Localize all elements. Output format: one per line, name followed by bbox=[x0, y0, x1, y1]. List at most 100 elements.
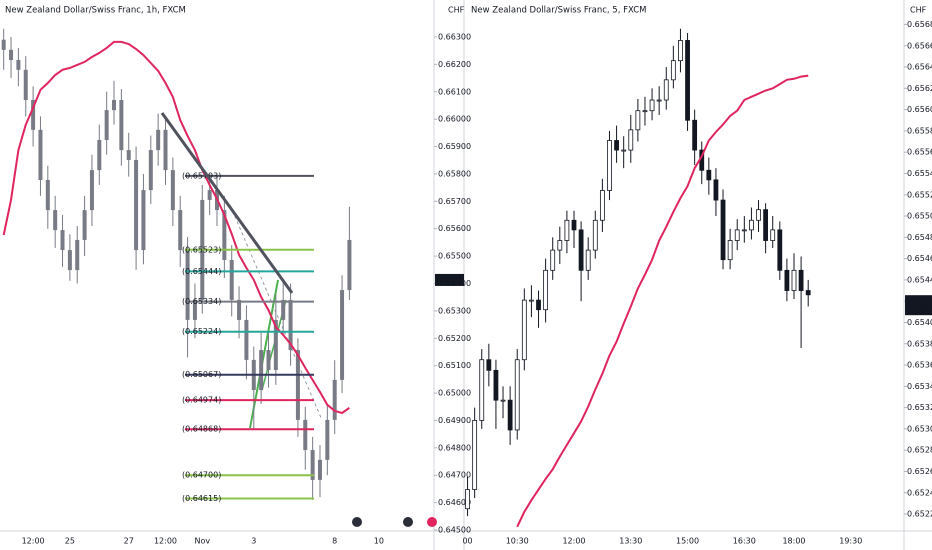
candle-body bbox=[557, 240, 563, 251]
candle-body bbox=[75, 239, 80, 271]
candle-body bbox=[777, 229, 783, 271]
fib-label: (0.65334) bbox=[182, 297, 221, 306]
fib-label: (0.65523) bbox=[182, 245, 221, 254]
candle-body bbox=[543, 269, 549, 311]
x-tick-label: 27 bbox=[124, 537, 134, 546]
y-tick-label: 0.65260 bbox=[907, 467, 932, 476]
candle-body bbox=[720, 199, 726, 261]
candle-body bbox=[529, 299, 534, 302]
candle-body bbox=[685, 40, 690, 121]
x-tick-label: 10:30 bbox=[506, 537, 529, 546]
price-tag-timer: 01:39 bbox=[907, 306, 930, 315]
x-tick-label: 13:30 bbox=[619, 537, 642, 546]
candle-body bbox=[642, 110, 648, 113]
y-tick-label: 0.65460 bbox=[907, 254, 932, 263]
candle-body bbox=[266, 350, 271, 371]
candle-body bbox=[38, 129, 43, 180]
moving-average bbox=[516, 74, 809, 528]
y-tick-label: 0.65900 bbox=[438, 142, 471, 151]
candle-body bbox=[734, 229, 740, 241]
candle-body bbox=[670, 60, 676, 81]
candle-body bbox=[1, 39, 6, 50]
candle-body bbox=[222, 210, 227, 260]
y-tick-label: 0.65100 bbox=[438, 361, 471, 370]
x-tick-label: 12:00 bbox=[22, 537, 45, 546]
event-icon bbox=[427, 517, 437, 527]
candle-body bbox=[592, 219, 598, 251]
candle-body bbox=[649, 99, 655, 112]
x-tick-label: Nov bbox=[194, 537, 210, 546]
candle-body bbox=[163, 129, 168, 171]
x-tick-label: 10 bbox=[374, 537, 384, 546]
candle-body bbox=[550, 249, 556, 271]
trend-line bbox=[249, 279, 279, 429]
candle-body bbox=[244, 319, 249, 360]
candle-body bbox=[621, 149, 627, 152]
candle-body bbox=[295, 350, 300, 420]
y-tick-label: 0.65380 bbox=[907, 339, 932, 348]
candle-body bbox=[791, 269, 797, 291]
x-tick-label: 25 bbox=[65, 537, 75, 546]
fib-label: (0.65793) bbox=[182, 171, 221, 180]
currency: CHF bbox=[448, 6, 465, 15]
candle-body bbox=[628, 129, 634, 151]
candle-body bbox=[607, 140, 612, 191]
candle-body bbox=[805, 290, 811, 296]
candle-body bbox=[281, 299, 286, 320]
chart-title: New Zealand Dollar/Swiss Franc, 5, FXCM bbox=[471, 6, 646, 16]
x-tick-label: 8 bbox=[332, 537, 337, 546]
fib-label: (0.64615) bbox=[182, 494, 221, 503]
candle-body bbox=[347, 239, 352, 291]
candle-body bbox=[60, 230, 65, 251]
candle-body bbox=[536, 299, 541, 311]
candle-body bbox=[599, 190, 605, 221]
trend-line bbox=[160, 112, 294, 294]
candle-body bbox=[514, 359, 520, 431]
x-tick-label: 16:30 bbox=[733, 537, 756, 546]
candle-body bbox=[31, 99, 36, 130]
x-tick-label: 12:00 bbox=[562, 537, 585, 546]
candle-body bbox=[119, 99, 124, 151]
fib-label: (0.64974) bbox=[182, 396, 221, 405]
candle-body bbox=[97, 139, 102, 171]
candle-body bbox=[185, 250, 190, 320]
candle-body bbox=[134, 159, 139, 251]
candle-body bbox=[112, 99, 117, 111]
y-tick-label: 0.65600 bbox=[438, 224, 471, 233]
event-icon bbox=[403, 517, 413, 527]
candle-body bbox=[53, 210, 58, 231]
x-tick-label: 19:30 bbox=[839, 537, 862, 546]
candle-body bbox=[192, 299, 197, 320]
candle-body bbox=[571, 219, 577, 231]
event-icon bbox=[352, 517, 362, 527]
y-tick-label: 0.65340 bbox=[907, 382, 932, 391]
candle-body bbox=[692, 119, 698, 151]
price-tag-label: 0.65420 bbox=[907, 297, 932, 306]
candle-body bbox=[663, 79, 669, 101]
candle-body bbox=[317, 459, 322, 480]
candle-body bbox=[141, 190, 146, 251]
candle-body bbox=[178, 210, 183, 251]
y-tick-label: 0.65240 bbox=[907, 488, 932, 497]
moving-average bbox=[2, 40, 350, 415]
candle-body bbox=[465, 489, 470, 510]
candle-body bbox=[741, 229, 747, 232]
candle-body bbox=[23, 69, 28, 100]
candle-body bbox=[16, 59, 21, 70]
y-tick-label: 0.65480 bbox=[907, 233, 932, 242]
y-tick-label: 0.66300 bbox=[438, 32, 471, 41]
y-tick-label: 0.65300 bbox=[907, 424, 932, 433]
candle-body bbox=[479, 359, 485, 421]
price-tag-timer: 46:39 bbox=[438, 275, 461, 284]
candle-body bbox=[635, 110, 641, 131]
y-tick-label: 0.64900 bbox=[438, 416, 471, 425]
candle-body bbox=[303, 419, 308, 451]
price-tag bbox=[905, 295, 932, 316]
fib-label: (0.65224) bbox=[182, 327, 221, 336]
candle-body bbox=[9, 49, 14, 60]
fib-label: (0.64700) bbox=[182, 471, 221, 480]
candle-body bbox=[156, 129, 161, 151]
fib-label: (0.65444) bbox=[182, 267, 221, 276]
y-tick-label: 0.65520 bbox=[907, 190, 932, 199]
